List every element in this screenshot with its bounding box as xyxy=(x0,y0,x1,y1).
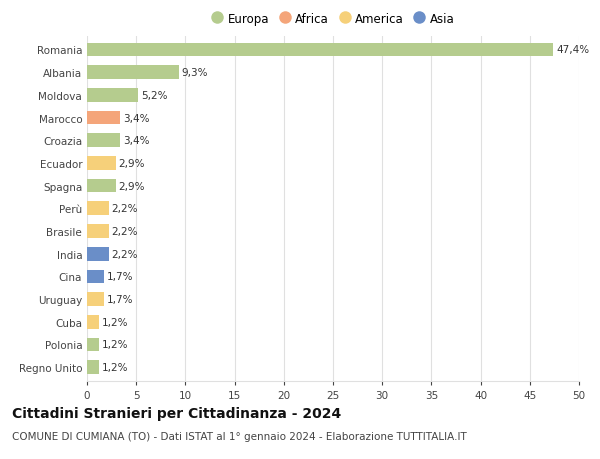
Text: 9,3%: 9,3% xyxy=(181,68,208,78)
Bar xyxy=(87,270,104,284)
Text: 1,7%: 1,7% xyxy=(107,294,133,304)
Bar xyxy=(87,202,109,216)
Text: 1,2%: 1,2% xyxy=(102,363,128,372)
Text: 2,9%: 2,9% xyxy=(118,181,145,191)
Text: 2,2%: 2,2% xyxy=(112,226,138,236)
Text: 3,4%: 3,4% xyxy=(124,136,150,146)
Text: 47,4%: 47,4% xyxy=(556,45,589,55)
Text: 3,4%: 3,4% xyxy=(124,113,150,123)
Bar xyxy=(87,112,121,125)
Bar xyxy=(87,157,116,170)
Bar xyxy=(87,44,553,57)
Text: 1,2%: 1,2% xyxy=(102,317,128,327)
Bar xyxy=(87,361,99,374)
Text: 2,2%: 2,2% xyxy=(112,204,138,214)
Bar xyxy=(87,134,121,148)
Bar xyxy=(87,247,109,261)
Bar xyxy=(87,89,138,102)
Text: 1,2%: 1,2% xyxy=(102,340,128,350)
Bar xyxy=(87,66,179,80)
Bar xyxy=(87,225,109,238)
Bar xyxy=(87,338,99,352)
Text: 2,2%: 2,2% xyxy=(112,249,138,259)
Legend: Europa, Africa, America, Asia: Europa, Africa, America, Asia xyxy=(208,9,458,29)
Text: Cittadini Stranieri per Cittadinanza - 2024: Cittadini Stranieri per Cittadinanza - 2… xyxy=(12,406,341,420)
Text: 2,9%: 2,9% xyxy=(118,158,145,168)
Text: 5,2%: 5,2% xyxy=(141,90,167,101)
Text: 1,7%: 1,7% xyxy=(107,272,133,282)
Text: COMUNE DI CUMIANA (TO) - Dati ISTAT al 1° gennaio 2024 - Elaborazione TUTTITALIA: COMUNE DI CUMIANA (TO) - Dati ISTAT al 1… xyxy=(12,431,467,442)
Bar xyxy=(87,315,99,329)
Bar xyxy=(87,179,116,193)
Bar xyxy=(87,293,104,306)
